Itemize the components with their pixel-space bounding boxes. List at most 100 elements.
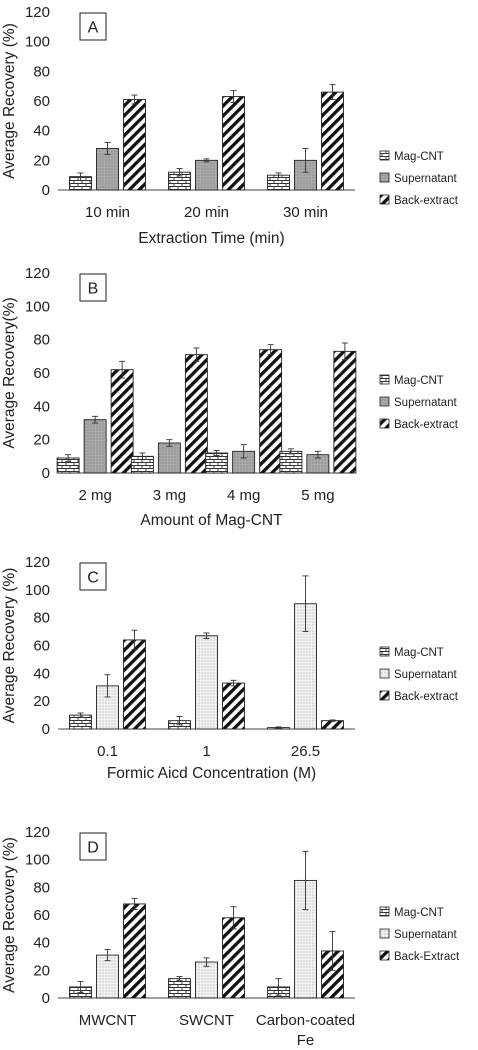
bar-back-extract <box>321 720 344 730</box>
x-tick-label: 30 min <box>283 204 328 221</box>
panel-label-box <box>79 12 107 41</box>
panel-label-box <box>79 562 107 591</box>
x-tick-label: 26.5 <box>291 743 320 760</box>
y-tick-label: 120 <box>25 824 50 841</box>
bar-back-extract <box>222 96 245 191</box>
bar-back-extract <box>259 349 283 474</box>
legend-label: Supernatant <box>394 397 457 409</box>
legend-swatch <box>379 950 390 961</box>
legend-label: Supernatant <box>394 173 457 185</box>
y-tick-label: 20 <box>33 962 50 979</box>
legend-label: Mag-CNT <box>394 375 444 387</box>
legend-swatch <box>379 374 390 385</box>
bar-mag-cnt <box>205 452 229 474</box>
legend-label: Back-extract <box>394 691 459 703</box>
legend-swatch <box>379 150 390 161</box>
y-tick-label: 20 <box>33 432 50 449</box>
legend-label: Mag-CNT <box>394 907 444 919</box>
bar-mag-cnt <box>279 450 303 474</box>
bar-back-extract <box>222 917 245 999</box>
bar-supernatant <box>195 961 218 999</box>
legend-swatch <box>379 172 390 183</box>
legend-swatch <box>379 646 390 657</box>
panel-label: C <box>87 570 99 587</box>
y-tick-label: 100 <box>25 298 50 315</box>
chart-panel-d: 0 20 40 60 80 100 120 Average Recovery (%) D MWCN… <box>1 824 460 1049</box>
x-tick-label: 5 mg <box>301 487 334 504</box>
panel-label: D <box>87 840 99 857</box>
x-axis-label: Amount of Mag-CNT <box>140 512 283 529</box>
legend-swatch <box>379 418 390 429</box>
legend: Mag-CNT Supernatant Back-Extract <box>379 906 460 963</box>
legend-swatch <box>379 928 390 939</box>
bar-supernatant <box>195 635 218 730</box>
y-tick-label: 0 <box>42 721 50 738</box>
y-tick-label: 100 <box>25 852 50 869</box>
y-tick-label: 120 <box>25 265 50 282</box>
bar-supernatant <box>195 159 218 191</box>
panel-label: A <box>88 20 99 37</box>
legend-swatch <box>379 906 390 917</box>
y-tick-label: 40 <box>33 665 50 682</box>
x-tick-label: 2 mg <box>78 487 111 504</box>
legend-label: Back-extract <box>394 195 459 207</box>
chart-panel-a: 0 20 40 60 80 100 120 Average Recovery (%) A 10 m… <box>1 4 459 247</box>
bar-supernatant <box>83 419 107 474</box>
bar-back-extract <box>184 354 208 474</box>
y-tick-label: 40 <box>33 123 50 140</box>
x-tick-label: 10 min <box>85 204 130 221</box>
y-tick-label: 100 <box>25 34 50 51</box>
y-axis-label: Average Recovery(%) <box>1 297 18 448</box>
legend-label: Back-Extract <box>394 951 460 963</box>
legend-swatch <box>379 194 390 205</box>
y-tick-label: 120 <box>25 554 50 571</box>
legend-label: Mag-CNT <box>394 151 444 163</box>
chart-panel-c: 0 20 40 60 80 100 120 Average Recovery (%) C 0.1 1… <box>1 554 459 782</box>
legend-label: Supernatant <box>394 669 457 681</box>
bar-back-extract <box>123 639 146 730</box>
y-axis-label: Average Recovery (%) <box>1 23 18 179</box>
legend: Mag-CNT Supernatant Back-extract <box>379 646 459 703</box>
chart-panels: 0 20 40 60 80 100 120 Average Recovery (%) A 10 m… <box>1 4 460 1049</box>
x-tick-label: 0.1 <box>97 743 118 760</box>
y-tick-label: 60 <box>33 638 50 655</box>
y-tick-label: 40 <box>33 935 50 952</box>
legend-swatch <box>379 690 390 701</box>
bar-mag-cnt <box>168 978 191 999</box>
bar-back-extract <box>123 99 146 191</box>
y-tick-label: 80 <box>33 610 50 627</box>
x-tick-label: Carbon-coated Fe <box>256 1012 355 1049</box>
x-axis-label: Formic Aicd Concentration (M) <box>107 765 316 782</box>
y-tick-label: 20 <box>33 693 50 710</box>
panel-label-box <box>79 832 107 861</box>
legend: Mag-CNT Supernatant Back-extract <box>379 374 459 431</box>
legend-swatch <box>379 396 390 407</box>
legend-label: Supernatant <box>394 929 457 941</box>
legend-label: Back-extract <box>394 419 459 431</box>
bar-back-extract <box>333 350 357 474</box>
bar-supernatant <box>96 954 119 999</box>
y-axis-label: Average Recovery (%) <box>1 837 18 993</box>
y-tick-label: 60 <box>33 365 50 382</box>
legend-swatch <box>379 668 390 679</box>
y-tick-label: 80 <box>33 332 50 349</box>
y-tick-label: 100 <box>25 582 50 599</box>
legend: Mag-CNT Supernatant Back-extract <box>379 150 459 207</box>
x-tick-label: 20 min <box>184 204 229 221</box>
y-tick-label: 60 <box>33 907 50 924</box>
panel-label: B <box>88 281 99 298</box>
bar-back-extract <box>123 903 146 999</box>
x-tick-label: SWCNT <box>179 1012 234 1029</box>
chart-panel-b: 0 20 40 60 80 100 120 Average Recovery(%) B 2 mg 3… <box>1 265 459 529</box>
y-tick-label: 80 <box>33 879 50 896</box>
x-tick-label: 4 mg <box>227 487 260 504</box>
legend-label: Mag-CNT <box>394 647 444 659</box>
x-tick-label: 3 mg <box>153 487 186 504</box>
y-tick-label: 0 <box>42 465 50 482</box>
bar-back-extract <box>321 91 344 191</box>
panel-label-box <box>79 273 107 302</box>
y-tick-label: 120 <box>25 4 50 21</box>
x-axis-label: Extraction Time (min) <box>138 230 284 247</box>
y-tick-label: 80 <box>33 63 50 80</box>
